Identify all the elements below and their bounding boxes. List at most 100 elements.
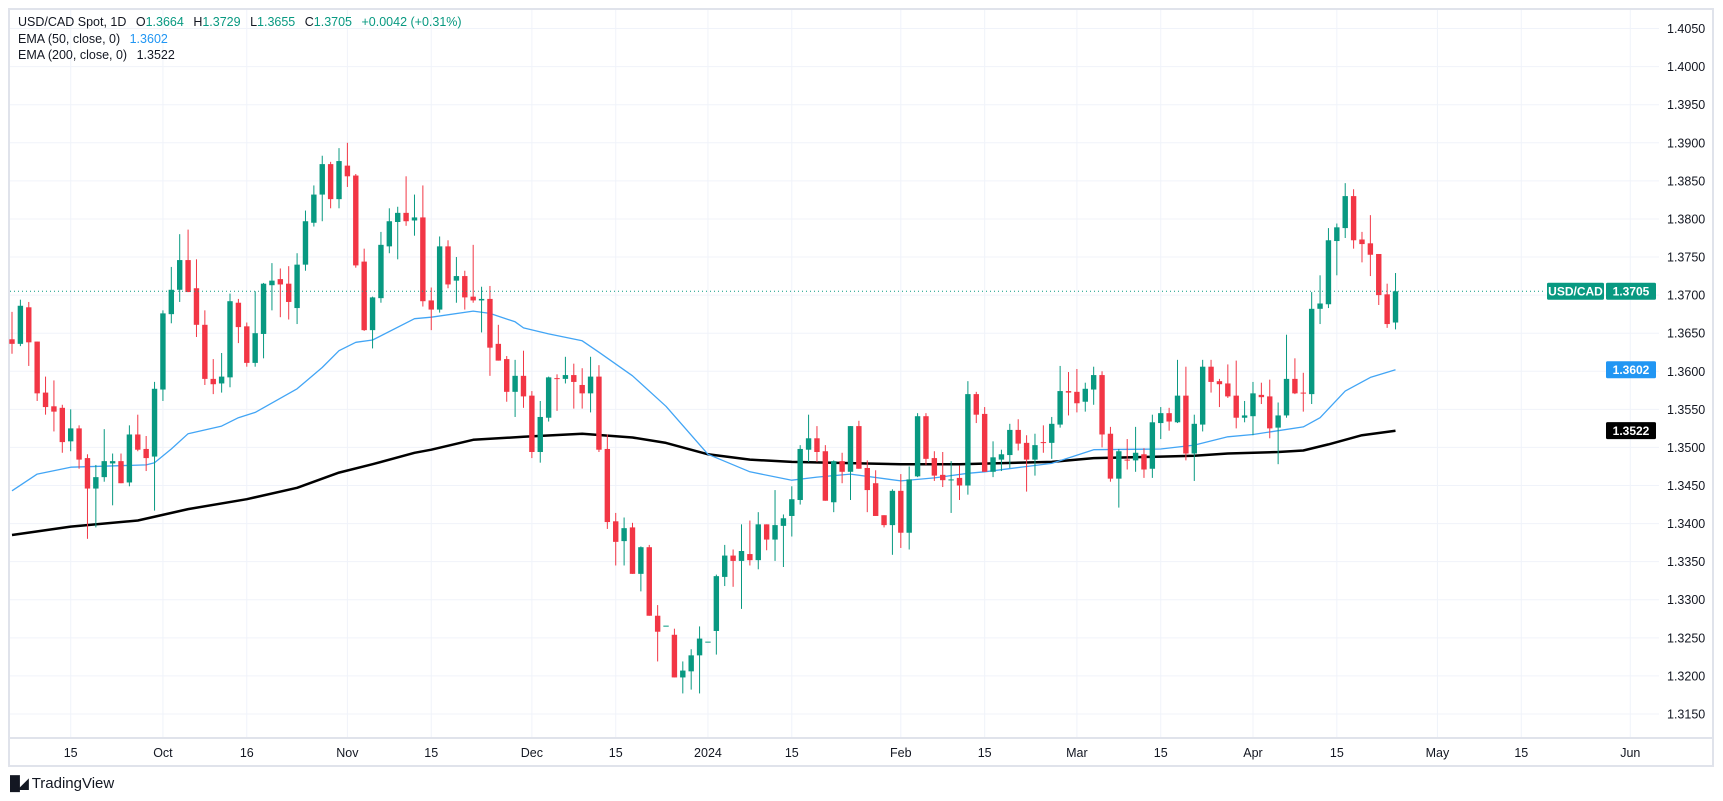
candle-up[interactable] <box>990 441 996 478</box>
candle-down[interactable] <box>1065 372 1072 416</box>
candle-down[interactable] <box>353 174 359 268</box>
candle-down[interactable] <box>286 266 292 320</box>
candle-down[interactable] <box>520 350 527 408</box>
candle-up[interactable] <box>160 310 166 401</box>
ema50-legend-row[interactable]: EMA (50, close, 0) 1.3602 <box>18 31 462 48</box>
candle-down[interactable] <box>554 374 560 411</box>
candle-down[interactable] <box>898 474 904 548</box>
candle-up[interactable] <box>453 257 460 303</box>
candle-down[interactable] <box>940 451 946 488</box>
candle-down[interactable] <box>34 341 40 401</box>
candle-down[interactable] <box>1258 382 1265 405</box>
candle-up[interactable] <box>696 626 703 694</box>
candle-up[interactable] <box>797 445 803 505</box>
candle-up[interactable] <box>537 400 543 463</box>
candle-down[interactable] <box>244 322 250 367</box>
candle-down[interactable] <box>872 470 879 516</box>
candle-up[interactable] <box>621 517 627 566</box>
time-axis[interactable]: 15 Oct 16 Nov 15 Dec 15 2024 15 Feb 15 Mar 15 Apr 15 Ma… <box>64 746 1641 760</box>
candle-up[interactable] <box>713 574 720 655</box>
candle-up[interactable] <box>638 546 644 592</box>
candle-down[interactable] <box>856 420 862 469</box>
candle-down[interactable] <box>1124 439 1130 470</box>
candle-up[interactable] <box>1049 416 1055 459</box>
candle-up[interactable] <box>67 409 74 452</box>
candle-down[interactable] <box>1350 189 1357 249</box>
candle-down[interactable] <box>1367 215 1374 277</box>
candle-down[interactable] <box>923 413 929 465</box>
candle-down[interactable] <box>596 365 602 452</box>
candle-up[interactable] <box>663 625 669 627</box>
candle-down[interactable] <box>504 356 510 402</box>
candle-down[interactable] <box>1267 379 1273 439</box>
symbol-ohlc-row[interactable]: USD/CAD Spot, 1D O1.3664 H1.3729 L1.3655… <box>18 14 462 31</box>
candle-down[interactable] <box>9 311 15 354</box>
candle-up[interactable] <box>17 299 24 347</box>
candle-up[interactable] <box>755 512 761 570</box>
candle-up[interactable] <box>302 210 309 271</box>
candle-up[interactable] <box>722 544 728 587</box>
candle-down[interactable] <box>1384 283 1390 328</box>
candle-down[interactable] <box>1183 366 1189 461</box>
candle-down[interactable] <box>1074 368 1080 413</box>
candle-up[interactable] <box>1032 433 1038 476</box>
candle-up[interactable] <box>411 194 418 236</box>
candle-up[interactable] <box>218 352 225 393</box>
candle-up[interactable] <box>126 425 133 487</box>
candle-down[interactable] <box>1359 231 1365 263</box>
candle-down[interactable] <box>571 363 577 409</box>
candle-up[interactable] <box>386 208 393 254</box>
price-axis[interactable]: 1.4050 1.4000 1.3950 1.3900 1.3850 1.3800 1.37… <box>1667 22 1705 721</box>
candle-up[interactable] <box>780 514 787 567</box>
candle-down[interactable] <box>822 445 829 501</box>
candle-down[interactable] <box>1233 360 1239 429</box>
candle-up[interactable] <box>436 236 443 313</box>
candle-up[interactable] <box>369 296 376 349</box>
ema200-line[interactable] <box>11 429 1396 537</box>
candle-down[interactable] <box>235 298 242 344</box>
candle-up[interactable] <box>1199 359 1206 432</box>
candle-down[interactable] <box>1166 407 1172 431</box>
candle-up[interactable] <box>906 466 912 550</box>
candle-down[interactable] <box>487 285 493 376</box>
candle-down[interactable] <box>654 605 661 662</box>
candle-down[interactable] <box>579 368 585 409</box>
candle-up[interactable] <box>1132 426 1139 472</box>
candle-down[interactable] <box>84 454 91 539</box>
candle-up[interactable] <box>252 291 258 367</box>
candle-up[interactable] <box>1317 275 1323 325</box>
candle-down[interactable] <box>931 451 938 481</box>
candle-down[interactable] <box>1015 419 1021 451</box>
candle-down[interactable] <box>973 391 979 424</box>
candle-up[interactable] <box>1116 448 1122 508</box>
candle-down[interactable] <box>327 161 334 209</box>
candle-down[interactable] <box>428 287 434 331</box>
candle-up[interactable] <box>1334 223 1340 276</box>
candle-up[interactable] <box>1325 228 1332 309</box>
candle-up[interactable] <box>998 449 1005 472</box>
candle-up[interactable] <box>705 641 711 643</box>
candle-down[interactable] <box>445 240 451 289</box>
candle-down[interactable] <box>814 426 820 462</box>
candle-down[interactable] <box>1225 364 1231 398</box>
candle-up[interactable] <box>1191 414 1197 481</box>
candle-up[interactable] <box>1158 407 1164 440</box>
candle-up[interactable] <box>805 414 812 462</box>
candle-down[interactable] <box>1099 371 1105 448</box>
candle-down[interactable] <box>1216 378 1223 408</box>
candle-up[interactable] <box>1149 414 1156 478</box>
candle-up[interactable] <box>738 524 745 609</box>
candle-up[interactable] <box>772 490 778 561</box>
candle-up[interactable] <box>789 486 795 537</box>
candle-down[interactable] <box>864 460 870 513</box>
candle-down[interactable] <box>76 425 82 469</box>
candle-up[interactable] <box>680 661 686 694</box>
candle-up[interactable] <box>109 453 116 506</box>
candle-up[interactable] <box>1250 381 1256 436</box>
candle-down[interactable] <box>881 515 887 528</box>
candle-down[interactable] <box>59 404 66 453</box>
candle-up[interactable] <box>948 461 954 513</box>
candle-down[interactable] <box>277 268 284 318</box>
candle-down[interactable] <box>981 407 988 472</box>
candle-up[interactable] <box>587 356 594 413</box>
